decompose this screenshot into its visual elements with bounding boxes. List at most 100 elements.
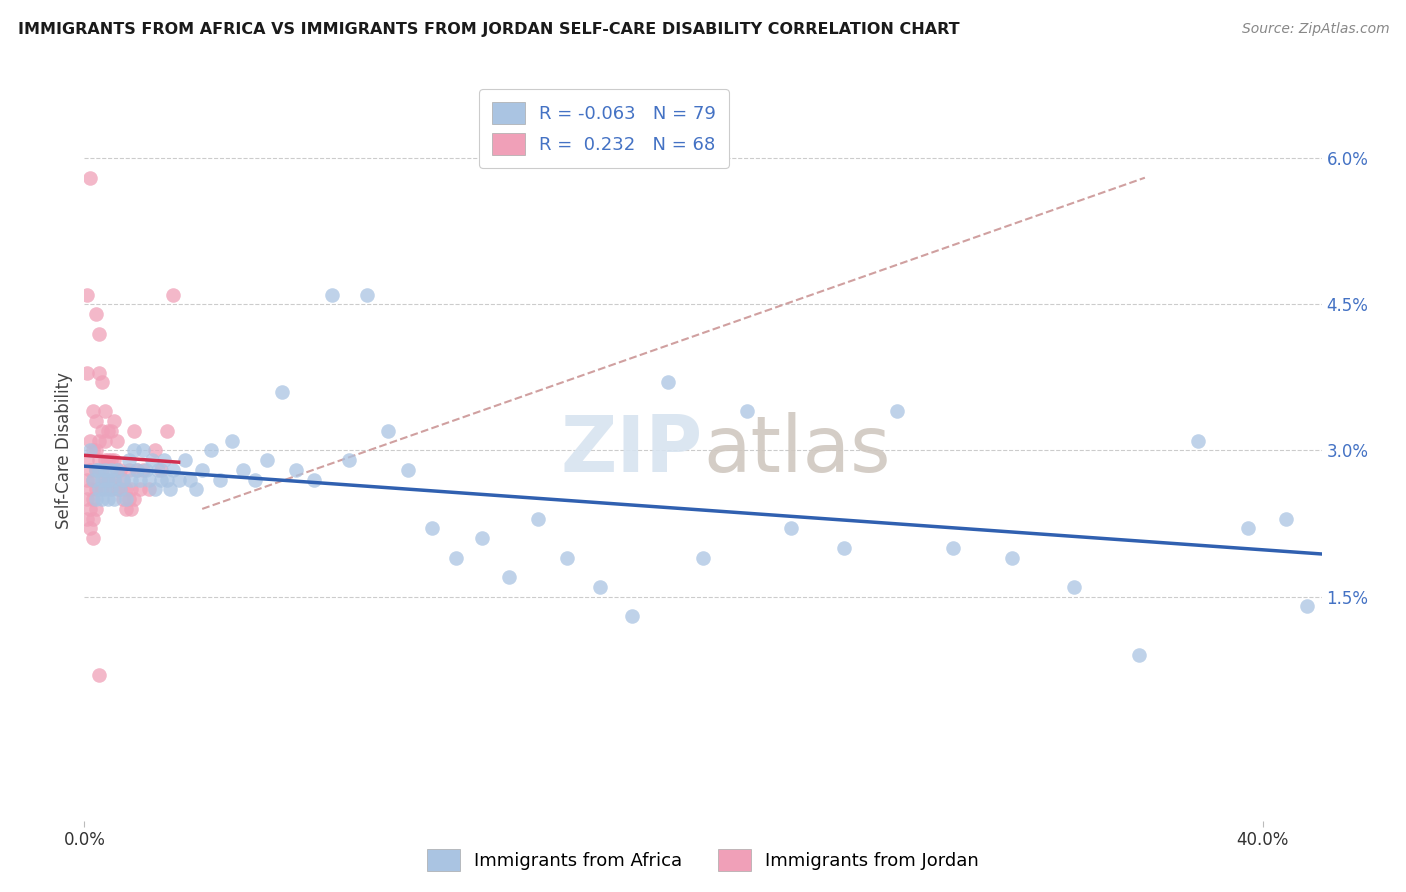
Point: [186, 483, 208, 497]
Point: [97, 473, 120, 487]
Point: [76, 473, 98, 487]
Point: [156, 473, 179, 487]
Point: [245, 473, 267, 487]
Point: [87, 463, 110, 477]
Point: [471, 531, 494, 545]
Point: [121, 483, 143, 497]
Text: Source: ZipAtlas.com: Source: ZipAtlas.com: [1241, 22, 1389, 37]
Point: [657, 376, 679, 390]
Point: [143, 483, 166, 497]
Point: [76, 453, 98, 467]
Point: [91, 492, 114, 507]
Point: [79, 170, 101, 185]
Point: [557, 550, 579, 565]
Point: [87, 453, 110, 467]
Point: [124, 492, 146, 507]
Point: [396, 463, 419, 477]
Point: [129, 483, 152, 497]
Point: [356, 287, 378, 301]
Point: [108, 463, 131, 477]
Point: [302, 473, 325, 487]
Point: [97, 492, 120, 507]
Point: [100, 483, 122, 497]
Point: [1187, 434, 1209, 448]
Point: [321, 287, 343, 301]
Point: [420, 521, 443, 535]
Point: [114, 502, 136, 516]
Point: [87, 483, 110, 497]
Point: [191, 463, 214, 477]
Point: [221, 434, 243, 448]
Point: [79, 483, 101, 497]
Point: [82, 492, 104, 507]
Point: [105, 463, 128, 477]
Point: [162, 463, 184, 477]
Point: [117, 492, 139, 507]
Point: [111, 492, 134, 507]
Point: [97, 424, 120, 438]
Point: [103, 473, 125, 487]
Point: [103, 473, 125, 487]
Point: [735, 404, 758, 418]
Point: [208, 473, 231, 487]
Point: [108, 483, 131, 497]
Point: [621, 609, 644, 624]
Point: [132, 463, 155, 477]
Point: [1275, 511, 1298, 525]
Legend: R = -0.063   N = 79, R =  0.232   N = 68: R = -0.063 N = 79, R = 0.232 N = 68: [479, 89, 728, 168]
Point: [76, 492, 98, 507]
Point: [117, 463, 139, 477]
Point: [79, 434, 101, 448]
Point: [121, 473, 143, 487]
Point: [1001, 550, 1024, 565]
Point: [94, 483, 117, 497]
Y-axis label: Self-Care Disability: Self-Care Disability: [55, 372, 73, 529]
Point: [79, 463, 101, 477]
Point: [76, 366, 98, 380]
Point: [84, 414, 107, 428]
Point: [103, 453, 125, 467]
Point: [84, 463, 107, 477]
Point: [94, 404, 117, 418]
Point: [780, 521, 803, 535]
Point: [149, 473, 172, 487]
Point: [91, 376, 114, 390]
Point: [138, 483, 160, 497]
Point: [124, 443, 146, 458]
Point: [76, 511, 98, 525]
Point: [146, 463, 169, 477]
Point: [692, 550, 714, 565]
Point: [84, 307, 107, 321]
Point: [97, 453, 120, 467]
Point: [105, 483, 128, 497]
Point: [167, 473, 190, 487]
Point: [79, 521, 101, 535]
Point: [94, 463, 117, 477]
Point: [82, 443, 104, 458]
Point: [339, 453, 361, 467]
Text: atlas: atlas: [703, 412, 890, 489]
Point: [138, 473, 160, 487]
Point: [159, 483, 181, 497]
Point: [149, 463, 172, 477]
Point: [105, 434, 128, 448]
Point: [94, 473, 117, 487]
Point: [100, 463, 122, 477]
Point: [498, 570, 520, 584]
Legend: Immigrants from Africa, Immigrants from Jordan: Immigrants from Africa, Immigrants from …: [420, 842, 986, 879]
Point: [886, 404, 908, 418]
Point: [84, 463, 107, 477]
Point: [94, 453, 117, 467]
Point: [1063, 580, 1085, 594]
Point: [444, 550, 467, 565]
Point: [111, 473, 134, 487]
Point: [173, 453, 195, 467]
Point: [129, 473, 152, 487]
Point: [270, 384, 292, 399]
Point: [153, 453, 176, 467]
Point: [285, 463, 308, 477]
Text: ZIP: ZIP: [561, 412, 703, 489]
Point: [127, 463, 149, 477]
Point: [82, 511, 104, 525]
Point: [76, 287, 98, 301]
